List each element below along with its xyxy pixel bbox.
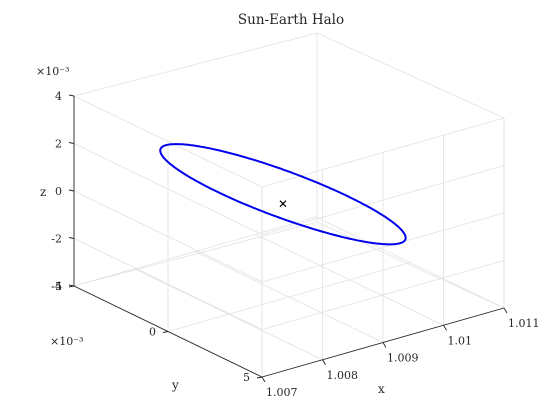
- x-tick-label: 1.007: [266, 386, 298, 399]
- y-tick-label: 5: [243, 371, 250, 384]
- x-tick: [444, 325, 447, 330]
- grid-line-x: [195, 153, 383, 343]
- grid-line-x: [316, 118, 504, 308]
- y-exponent-label: ×10⁻³: [50, 335, 83, 348]
- grid-line-z: [74, 286, 504, 377]
- x-tick: [383, 343, 386, 348]
- z-tick: [69, 238, 74, 239]
- y-tick-label: -5: [51, 280, 62, 293]
- grid-line-z: [74, 191, 504, 282]
- z-tick: [69, 95, 74, 96]
- grid-line-y: [74, 96, 316, 286]
- y-tick: [163, 332, 168, 333]
- x-tick-label: 1.008: [327, 369, 359, 382]
- x-tick-label: 1.009: [387, 352, 419, 365]
- x-axis-label: x: [378, 382, 385, 396]
- z-tick-label: -2: [51, 233, 62, 246]
- grid-box-floor-back: [74, 222, 504, 308]
- grid-box-top-back: [74, 33, 504, 118]
- grid: [74, 33, 504, 377]
- x-tick: [262, 377, 265, 382]
- z-axis-label: z: [40, 185, 46, 199]
- y-tick: [257, 377, 262, 378]
- y-axis-label: y: [171, 378, 179, 392]
- y-tick-label: 0: [149, 326, 156, 339]
- x-tick: [323, 360, 326, 365]
- chart-title: Sun-Earth Halo: [238, 12, 344, 28]
- x-tick-label: 1.011: [508, 317, 540, 330]
- z-exponent-label: ×10⁻³: [36, 65, 69, 78]
- axes: [74, 96, 504, 377]
- z-tick: [69, 143, 74, 144]
- data-layer: [160, 144, 406, 244]
- z-tick-label: 2: [55, 138, 62, 151]
- x-tick: [504, 308, 507, 313]
- grid-line-z: [74, 96, 504, 187]
- grid-line-y: [168, 142, 410, 332]
- halo-orbit-line: [160, 144, 406, 244]
- x-tick-label: 1.01: [448, 334, 473, 347]
- y-tick: [69, 286, 74, 287]
- grid-line-x: [256, 135, 444, 325]
- z-tick-label: 4: [55, 90, 62, 103]
- grid-line-x: [135, 170, 323, 360]
- center-marker: [280, 201, 286, 207]
- grid-line-z: [74, 239, 504, 330]
- z-tick-label: 0: [55, 185, 62, 198]
- z-tick: [69, 190, 74, 191]
